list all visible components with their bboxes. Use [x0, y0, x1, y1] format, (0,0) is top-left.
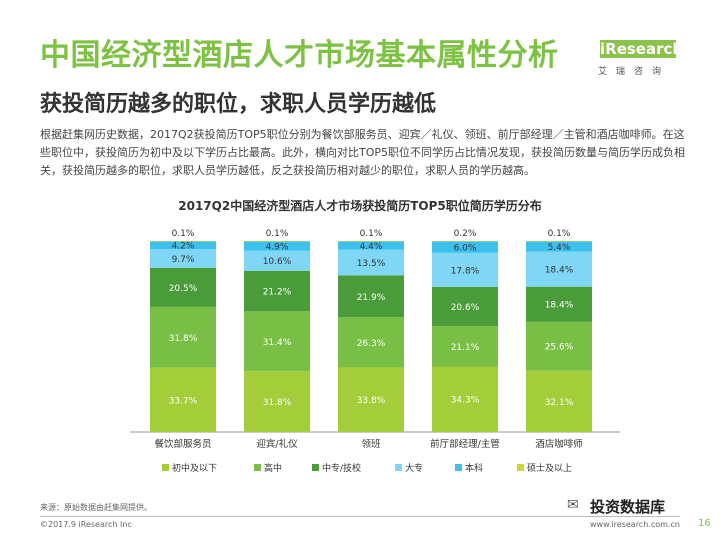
data-label: 21.9% — [357, 293, 386, 303]
bar-segment — [150, 367, 216, 432]
data-label: 9.7% — [172, 255, 195, 265]
logo-subtitle: 艾瑞咨询 — [598, 67, 671, 77]
data-label: 26.3% — [357, 339, 386, 349]
data-label: 0.2% — [454, 229, 477, 239]
footer-url: www.iresearch.com.cn — [590, 520, 680, 529]
bar-segment — [338, 249, 404, 276]
legend-label: 硕士及以上 — [527, 462, 572, 474]
data-label: 5.4% — [548, 243, 571, 253]
legend-label: 初中及以下 — [172, 462, 217, 474]
bar-segment — [526, 241, 592, 252]
bar-segment — [526, 321, 592, 371]
bar-segment — [338, 241, 404, 250]
bar-segment — [432, 366, 498, 432]
x-tick-label: 前厅部经理/主管 — [430, 438, 500, 450]
watermark-text: 投资数据库 — [590, 498, 666, 516]
data-label: 4.4% — [360, 242, 383, 252]
bar-segment — [432, 241, 498, 242]
bar-segment — [338, 241, 404, 242]
bar-segment — [432, 241, 498, 253]
data-label: 0.1% — [266, 229, 289, 239]
legend-swatch — [312, 464, 319, 471]
bar-segment — [526, 241, 592, 242]
bar-segment — [338, 367, 404, 432]
legend-swatch — [395, 464, 402, 471]
bar-segment — [244, 241, 310, 251]
data-label: 31.8% — [263, 398, 292, 408]
bar-segment — [526, 370, 592, 432]
bar-segment — [150, 241, 216, 250]
footer-divider — [40, 516, 680, 517]
legend-label: 高中 — [264, 462, 282, 474]
bar-segment — [150, 241, 216, 242]
chart-title: 2017Q2中国经济型酒店人才市场获投简历TOP5职位简历学历分布 — [178, 198, 541, 213]
data-label: 4.2% — [172, 242, 195, 252]
data-label: 21.1% — [451, 343, 480, 353]
bar-segment — [526, 251, 592, 287]
data-label: 6.0% — [454, 244, 477, 254]
bar-segment — [338, 275, 404, 318]
page-subtitle: 获投简历越多的职位，求职人员学历越低 — [40, 92, 437, 117]
data-label: 0.1% — [548, 229, 571, 239]
data-label: 0.1% — [172, 229, 195, 239]
data-label: 20.6% — [451, 303, 480, 313]
iresearch-logo: iResearch — [600, 40, 684, 58]
x-tick-label: 迎宾/礼仪 — [256, 438, 298, 450]
bar-segment — [244, 311, 310, 372]
copyright: ©2017.9 iResearch Inc — [40, 520, 132, 529]
data-label: 31.8% — [169, 334, 198, 344]
legend-label: 大专 — [405, 462, 423, 474]
x-tick-label: 餐饮部服务员 — [154, 438, 211, 450]
wechat-icon: ✉ — [567, 497, 579, 513]
data-label: 32.1% — [545, 398, 574, 408]
bar-segment — [432, 286, 498, 327]
data-label: 31.4% — [263, 338, 292, 348]
data-label: 13.5% — [357, 259, 386, 269]
bar-segment — [244, 270, 310, 312]
bar-segment — [150, 267, 216, 307]
data-label: 20.5% — [169, 284, 198, 294]
legend-swatch — [162, 464, 169, 471]
data-label: 18.4% — [545, 266, 574, 276]
data-label: 21.2% — [263, 288, 292, 298]
bar-segment — [338, 317, 404, 368]
legend-swatch — [455, 464, 462, 471]
legend-label: 本科 — [465, 462, 483, 474]
data-label: 33.8% — [357, 396, 386, 406]
bar-segment — [150, 249, 216, 268]
x-tick-label: 酒店咖啡师 — [535, 438, 583, 450]
bar-segment — [432, 326, 498, 367]
description-text: 根据赶集网历史数据，2017Q2获投简历TOP5职位分别为餐饮部服务员、迎宾／礼… — [40, 128, 686, 177]
bar-segment — [244, 250, 310, 271]
bar-segment — [150, 306, 216, 368]
data-label: 10.6% — [263, 257, 292, 267]
page-title: 中国经济型酒店人才市场基本属性分析 — [40, 38, 559, 73]
bar-segment — [432, 252, 498, 287]
page-number: 16 — [698, 518, 711, 529]
data-label: 34.3% — [451, 396, 480, 406]
x-tick-label: 领班 — [361, 438, 381, 450]
bar-segment — [526, 286, 592, 322]
data-label: 25.6% — [545, 343, 574, 353]
data-label: 0.1% — [360, 229, 383, 239]
legend-label: 中专/技校 — [322, 462, 361, 474]
data-label: 33.7% — [169, 396, 198, 406]
data-label: 4.9% — [266, 242, 289, 252]
data-label: 18.4% — [545, 301, 574, 311]
stacked-bar-chart: 2017Q2中国经济型酒店人才市场获投简历TOP5职位简历学历分布 33.7% 3… — [130, 198, 620, 474]
data-label: 17.8% — [451, 266, 480, 276]
bar-segment — [244, 371, 310, 432]
source-note: 来源：原始数据由赶集网提供。 — [40, 503, 152, 512]
legend-swatch — [517, 464, 524, 471]
bar-segment — [244, 241, 310, 242]
legend-swatch — [254, 464, 261, 471]
